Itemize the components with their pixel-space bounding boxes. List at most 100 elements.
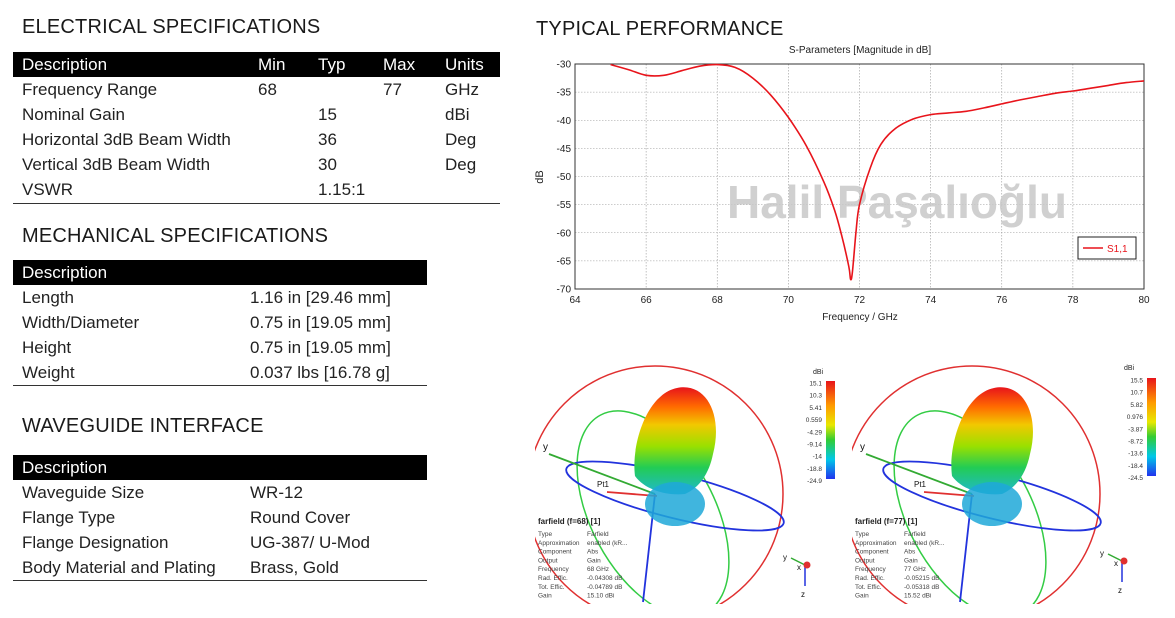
gizmo-x: x [1114,559,1118,568]
s-parameter-chart: S-Parameters [Magnitude in dB] 64 66 68 70 7… [535,45,1150,323]
prop-name: Rad. Effic. [538,575,568,582]
row-value: 36 [318,130,337,149]
prop-name: Tot. Effic. [538,584,565,591]
prop-value: Abs [587,549,599,556]
row-description: Frequency Range [22,80,158,99]
scale-bar [826,381,835,479]
row-description: Body Material and Plating [22,558,216,577]
prop-name: Frequency [538,566,569,573]
scale-label: -24.5 [1128,475,1143,482]
scale-label: -18.4 [1128,463,1143,470]
farfield-side-lobes [645,482,705,526]
y-tick-label: -50 [557,172,572,183]
row-value: Deg [445,130,477,149]
row-description: Waveguide Size [22,483,145,502]
col-description: Description [22,55,108,74]
prop-name: Frequency [855,566,886,573]
x-tick-label: 74 [925,295,937,306]
electrical-title: ELECTRICAL SPECIFICATIONS [22,16,321,38]
prop-name: Output [538,557,558,564]
table-row: Horizontal 3dB Beam Width 36 Deg [13,127,500,152]
row-value: 30 [318,155,337,174]
farfield-side-lobes [962,482,1022,526]
gizmo-x: x [797,563,801,572]
x-tick-label: 70 [783,295,795,306]
scale-bar [1147,378,1156,476]
mechanical-header-row: Description [13,260,427,285]
prop-name: Tot. Effic. [855,584,882,591]
scale-label: -3.87 [1128,426,1143,433]
row-value: Round Cover [250,508,351,527]
gizmo-y: y [1100,549,1104,558]
row-value: 0.75 in [19.05 mm] [250,338,391,357]
legend-label: S1,1 [1107,244,1128,255]
scale-unit: dBi [813,369,824,376]
prop-name: Type [538,531,552,538]
props-box: farfield (f=68) [1] Type Farfield Approxim… [538,517,628,600]
table-row: Length 1.16 in [29.46 mm] [13,285,427,310]
row-description: Flange Designation [22,533,169,552]
port-label: Pt1 [914,480,927,489]
scale-unit: dBi [1124,365,1135,372]
table-row: Flange Type Round Cover [13,505,427,530]
row-value: 77 [383,80,402,99]
prop-value: Farfield [904,531,926,538]
table-row: Body Material and Plating Brass, Gold [13,555,427,580]
orientation-gizmo: y x z [1100,549,1128,595]
x-tick-label: 76 [996,295,1008,306]
col-typ: Typ [318,55,346,74]
port-label: Pt1 [597,480,610,489]
y-axis-label: dB [535,170,546,183]
row-value: 68 [258,80,277,99]
table-row: Weight 0.037 lbs [16.78 g] [13,360,427,385]
sphere-ring-green [893,410,1047,604]
electrical-table: Description Min Typ Max Units Frequency … [13,52,500,204]
performance-title: TYPICAL PERFORMANCE [536,18,784,40]
sphere-ring-red [535,365,784,604]
x-tick-label: 78 [1067,295,1079,306]
sphere-ring-green [576,410,730,604]
x-tick-label: 72 [854,295,866,306]
row-description: Vertical 3dB Beam Width [22,155,211,174]
axis-y-line [548,453,656,495]
x-tick-label: 66 [641,295,653,306]
row-value: 1.15:1 [318,180,366,199]
col-min: Min [258,55,286,74]
prop-value: 68 GHz [587,566,609,573]
y-tick-label: -40 [557,116,572,127]
prop-name: Gain [538,593,552,600]
row-value: dBi [445,105,470,124]
x-tick-label: 80 [1138,295,1150,306]
gizmo-z: z [1118,586,1122,595]
color-scale: dBi 15.5 10.7 5.82 0.976 -3.87 -8.72 -13.6 -18.… [1124,365,1156,482]
row-description: Flange Type [22,508,116,527]
y-tick-label: -45 [557,144,572,155]
row-value: GHz [445,80,479,99]
row-description: Nominal Gain [22,105,125,124]
prop-name: Gain [855,593,869,600]
prop-value: Gain [587,557,601,564]
row-description: Weight [22,363,75,382]
legend-box [1077,236,1137,260]
prop-value: -0.04308 dB [587,575,622,582]
scale-label: 0.559 [806,417,823,424]
gizmo-z: z [801,590,805,599]
electrical-header-row: Description Min Typ Max Units [13,52,500,77]
orientation-gizmo: y x z [783,553,811,599]
prop-value: 15.52 dBi [904,593,931,600]
row-value: 1.16 in [29.46 mm] [250,288,391,307]
axis-y-line [865,453,973,495]
row-value: 15 [318,105,337,124]
farfield-plot-right: Pt1 y farfield (f=77) [1] Type Farfield Ap… [852,365,1156,604]
table-row: Vertical 3dB Beam Width 30 Deg [13,152,500,177]
gizmo-y: y [783,553,787,562]
row-description: Width/Diameter [22,313,140,332]
waveguide-header-row: Description [13,455,427,480]
col-max: Max [383,55,416,74]
plot-area-frame [574,63,1145,290]
waveguide-table: Description Waveguide Size WR-12 Flange Ty… [13,455,427,581]
prop-value: Abs [904,549,916,556]
scale-label: -13.6 [1128,451,1143,458]
prop-value: -0.05318 dB [904,584,939,591]
color-scale: dBi 15.1 10.3 5.41 0.559 -4.29 -9.14 -14 -18.8 -… [806,369,835,485]
